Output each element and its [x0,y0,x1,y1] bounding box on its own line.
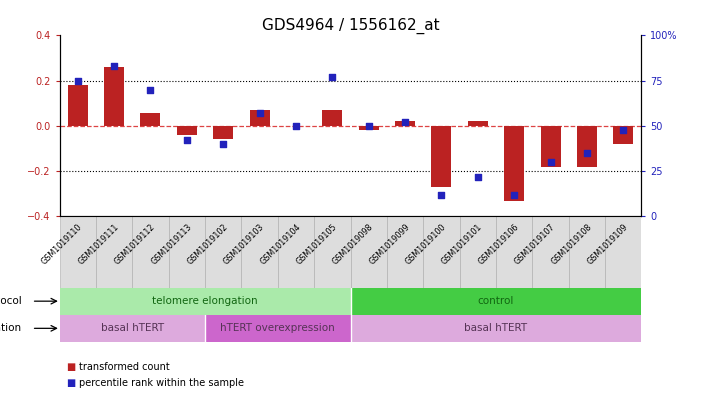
Text: GSM1019104: GSM1019104 [258,222,302,266]
Bar [205,217,241,288]
Text: ■: ■ [67,362,79,373]
Bar [322,110,342,126]
Text: GSM1019106: GSM1019106 [477,222,521,266]
Bar [68,85,88,126]
Text: basal hTERT: basal hTERT [464,323,528,333]
Point [254,110,265,116]
Bar [460,217,496,288]
Bar [423,217,460,288]
Title: GDS4964 / 1556162_at: GDS4964 / 1556162_at [261,18,440,34]
Point [109,63,120,69]
Bar [350,315,641,342]
Bar [177,126,197,135]
Bar [60,217,96,288]
Text: GSM1019109: GSM1019109 [585,222,629,266]
Text: GSM1019105: GSM1019105 [294,222,339,266]
Text: genotype/variation: genotype/variation [0,323,22,333]
Text: protocol: protocol [0,296,22,306]
Text: percentile rank within the sample: percentile rank within the sample [79,378,244,388]
Bar [96,217,132,288]
Bar [577,126,597,167]
Point [145,86,156,93]
Text: GSM1019102: GSM1019102 [185,222,230,266]
Bar [387,217,423,288]
Bar [169,217,205,288]
Bar [569,217,605,288]
Text: GSM1019098: GSM1019098 [331,222,375,266]
Bar [605,217,641,288]
Bar [132,217,169,288]
Point [472,173,484,180]
Text: control: control [478,296,514,306]
Text: GSM1019107: GSM1019107 [512,222,557,266]
Bar [496,217,532,288]
Text: GSM1019101: GSM1019101 [440,222,484,266]
Text: GSM1019111: GSM1019111 [76,222,121,266]
Text: GSM1019099: GSM1019099 [367,222,411,266]
Point [508,191,519,198]
Text: ■: ■ [67,378,79,388]
Text: GSM1019103: GSM1019103 [222,222,266,266]
Bar [213,126,233,140]
Text: telomere elongation: telomere elongation [152,296,258,306]
Bar [250,110,270,126]
Bar [314,217,350,288]
Point [72,77,83,84]
Bar [241,217,278,288]
Point [400,119,411,125]
Bar [504,126,524,200]
Bar [613,126,633,144]
Bar [60,288,350,315]
Bar [104,67,124,126]
Bar [205,315,350,342]
Point [618,127,629,133]
Point [436,191,447,198]
Text: hTERT overexpression: hTERT overexpression [220,323,335,333]
Bar [468,121,488,126]
Text: GSM1019108: GSM1019108 [549,222,593,266]
Bar [395,121,415,126]
Text: GSM1019100: GSM1019100 [404,222,448,266]
Bar [431,126,451,187]
Text: GSM1019112: GSM1019112 [113,222,157,266]
Bar [359,126,379,130]
Text: GSM1019110: GSM1019110 [40,222,84,266]
Text: transformed count: transformed count [79,362,170,373]
Point [217,141,229,147]
Text: GSM1019113: GSM1019113 [149,222,193,266]
Bar [60,315,205,342]
Text: basal hTERT: basal hTERT [101,323,164,333]
Point [363,123,374,129]
Bar [278,217,314,288]
Bar [350,217,387,288]
Bar [350,288,641,315]
Point [327,74,338,80]
Point [545,159,556,165]
Point [290,123,301,129]
Point [182,137,193,143]
Bar [540,126,561,167]
Point [581,150,592,156]
Bar [532,217,569,288]
Bar [140,114,161,126]
